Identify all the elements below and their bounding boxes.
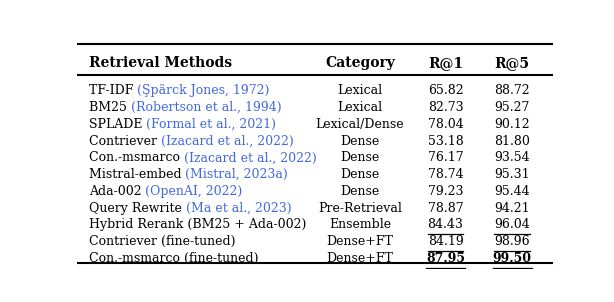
- Text: R@1: R@1: [428, 56, 463, 70]
- Text: SPLADE: SPLADE: [88, 118, 146, 131]
- Text: 94.21: 94.21: [494, 202, 530, 215]
- Text: 84.43: 84.43: [427, 218, 464, 231]
- Text: Dense: Dense: [340, 168, 379, 181]
- Text: Lexical: Lexical: [337, 101, 383, 114]
- Text: 79.23: 79.23: [428, 185, 464, 198]
- Text: 87.95: 87.95: [426, 252, 465, 265]
- Text: 99.50: 99.50: [492, 252, 532, 265]
- Text: 78.74: 78.74: [428, 168, 464, 181]
- Text: Mistral-embed: Mistral-embed: [88, 168, 185, 181]
- Text: 53.18: 53.18: [428, 135, 464, 148]
- Text: (Robertson et al., 1994): (Robertson et al., 1994): [131, 101, 281, 114]
- Text: 84.19: 84.19: [428, 235, 464, 248]
- Text: (OpenAI, 2022): (OpenAI, 2022): [146, 185, 243, 198]
- Text: (Ma et al., 2023): (Ma et al., 2023): [185, 202, 291, 215]
- Text: 90.12: 90.12: [494, 118, 530, 131]
- Text: BM25: BM25: [88, 101, 131, 114]
- Text: Ada-002: Ada-002: [88, 185, 146, 198]
- Text: 65.82: 65.82: [428, 84, 464, 97]
- Text: 76.17: 76.17: [428, 151, 464, 164]
- Text: 96.04: 96.04: [494, 218, 530, 231]
- Text: (Izacard et al., 2022): (Izacard et al., 2022): [184, 151, 316, 164]
- Text: Hybrid Rerank (BM25 + Ada-002): Hybrid Rerank (BM25 + Ada-002): [88, 218, 306, 231]
- Text: Query Rewrite: Query Rewrite: [88, 202, 185, 215]
- Text: Contriever: Contriever: [88, 135, 161, 148]
- Text: Dense: Dense: [340, 151, 379, 164]
- Text: 95.27: 95.27: [494, 101, 530, 114]
- Text: Dense+FT: Dense+FT: [327, 235, 394, 248]
- Text: Contriever (fine-tuned): Contriever (fine-tuned): [88, 235, 235, 248]
- Text: Retrieval Methods: Retrieval Methods: [88, 56, 231, 70]
- Text: Dense: Dense: [340, 135, 379, 148]
- Text: (Formal et al., 2021): (Formal et al., 2021): [146, 118, 276, 131]
- Text: Category: Category: [325, 56, 395, 70]
- Text: TF-IDF: TF-IDF: [88, 84, 137, 97]
- Text: (Mistral, 2023a): (Mistral, 2023a): [185, 168, 288, 181]
- Text: 78.87: 78.87: [428, 202, 464, 215]
- Text: 95.44: 95.44: [494, 185, 530, 198]
- Text: 82.73: 82.73: [428, 101, 464, 114]
- Text: 95.31: 95.31: [494, 168, 530, 181]
- Text: 78.04: 78.04: [428, 118, 464, 131]
- Text: Dense: Dense: [340, 185, 379, 198]
- Text: Con.-msmarco (fine-tuned): Con.-msmarco (fine-tuned): [88, 252, 258, 265]
- Text: 81.80: 81.80: [494, 135, 530, 148]
- Text: 88.72: 88.72: [494, 84, 530, 97]
- Text: Pre-Retrieval: Pre-Retrieval: [318, 202, 402, 215]
- Text: Con.-msmarco: Con.-msmarco: [88, 151, 184, 164]
- Text: Lexical: Lexical: [337, 84, 383, 97]
- Text: (Şpärck Jones, 1972): (Şpärck Jones, 1972): [137, 84, 270, 97]
- Text: Dense+FT: Dense+FT: [327, 252, 394, 265]
- Text: R@5: R@5: [495, 56, 530, 70]
- Text: Lexical/Dense: Lexical/Dense: [316, 118, 404, 131]
- Text: (Izacard et al., 2022): (Izacard et al., 2022): [161, 135, 293, 148]
- Text: 98.96: 98.96: [494, 235, 530, 248]
- Text: Ensemble: Ensemble: [329, 218, 391, 231]
- Text: 93.54: 93.54: [494, 151, 530, 164]
